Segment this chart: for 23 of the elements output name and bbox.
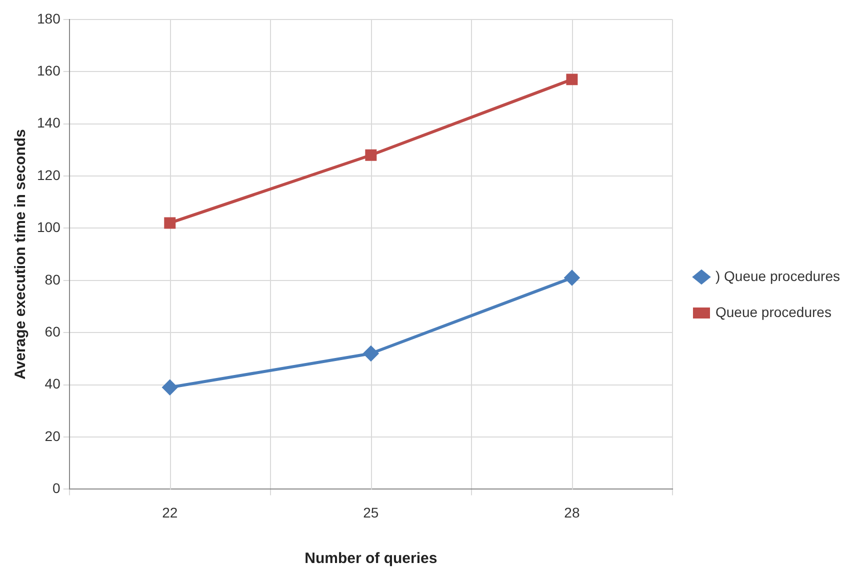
- y-tick-label: 60: [44, 323, 61, 340]
- point: [164, 217, 176, 229]
- y-axis-title: Average execution time in seconds: [12, 129, 30, 380]
- y-tick-label: 80: [44, 271, 61, 288]
- point: [566, 74, 578, 86]
- point: [162, 380, 178, 395]
- y-tick-label: 160: [37, 62, 61, 78]
- point: [363, 346, 378, 361]
- x-tick-label: 28: [564, 504, 580, 520]
- x-tick-label: 22: [162, 504, 178, 520]
- point: [564, 270, 580, 286]
- y-tick-label: 100: [37, 219, 61, 236]
- y-tick-label: 0: [52, 480, 61, 496]
- y-tick-label: 140: [37, 114, 61, 131]
- y-tick-label: 40: [44, 376, 61, 392]
- x-axis-title: Number of queries: [304, 550, 438, 568]
- x-tick-label: 25: [363, 504, 379, 520]
- y-tick-label: 20: [44, 428, 61, 444]
- legend-label: Queue procedures: [715, 304, 832, 320]
- legend-label: ) Queue procedures: [715, 268, 840, 284]
- y-tick-label: 180: [37, 10, 61, 26]
- y-tick-label: 120: [37, 166, 61, 183]
- point: [365, 149, 377, 161]
